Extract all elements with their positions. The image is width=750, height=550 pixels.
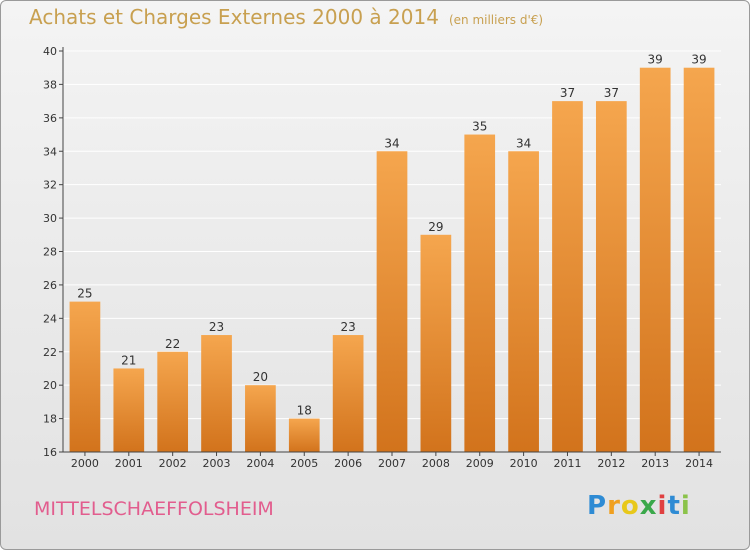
- bar: [683, 67, 715, 452]
- y-tick-label: 38: [43, 78, 57, 91]
- x-tick-label: 2014: [685, 457, 713, 470]
- x-tick-label: 2010: [510, 457, 538, 470]
- proxiti-logo: Proxiti: [587, 491, 691, 521]
- data-label: 37: [604, 86, 619, 100]
- data-label: 34: [516, 136, 531, 150]
- bar: [245, 385, 276, 452]
- x-tick-label: 2001: [115, 457, 143, 470]
- bar: [508, 151, 539, 452]
- x-tick-label: 2003: [203, 457, 231, 470]
- chart-unit: (en milliers d'€): [448, 13, 544, 27]
- data-label: 23: [340, 320, 355, 334]
- y-tick-label: 26: [43, 279, 57, 292]
- x-tick-label: 2011: [553, 457, 581, 470]
- bar: [113, 368, 145, 452]
- bar: [332, 335, 364, 452]
- data-label: 18: [297, 404, 312, 418]
- y-tick-label: 28: [43, 246, 57, 259]
- x-tick-label: 2013: [641, 457, 669, 470]
- y-tick-label: 18: [43, 413, 57, 426]
- bar: [288, 418, 320, 452]
- commune-name: MITTELSCHAEFFOLSHEIM: [34, 498, 274, 520]
- y-tick-label: 30: [43, 212, 57, 225]
- x-tick-label: 2005: [290, 457, 318, 470]
- bar: [157, 351, 189, 452]
- data-label: 37: [560, 86, 575, 100]
- bar: [376, 151, 408, 452]
- y-tick-label: 20: [43, 379, 57, 392]
- x-tick-label: 2000: [71, 457, 99, 470]
- y-tick-label: 24: [43, 312, 57, 325]
- data-label: 25: [77, 287, 92, 301]
- y-tick-label: 16: [43, 446, 57, 459]
- data-label: 21: [121, 353, 136, 367]
- data-label: 20: [253, 370, 268, 384]
- data-label: 29: [428, 220, 443, 234]
- x-tick-label: 2012: [597, 457, 625, 470]
- x-tick-label: 2004: [246, 457, 274, 470]
- data-label: 22: [165, 337, 180, 351]
- y-tick-label: 22: [43, 346, 57, 359]
- bar: [201, 335, 232, 452]
- bar: [420, 234, 452, 452]
- y-tick-label: 40: [43, 45, 57, 58]
- chart-title: Achats et Charges Externes 2000 à 2014 (e…: [29, 5, 544, 29]
- y-tick-label: 36: [43, 112, 57, 125]
- bar: [69, 301, 101, 452]
- data-label: 23: [209, 320, 224, 334]
- bar: [552, 101, 583, 452]
- x-tick-label: 2002: [159, 457, 187, 470]
- bar: [639, 67, 671, 452]
- data-label: 35: [472, 120, 487, 134]
- bar: [464, 134, 496, 452]
- data-label: 34: [384, 136, 399, 150]
- data-label: 39: [691, 53, 706, 67]
- x-tick-label: 2008: [422, 457, 450, 470]
- x-tick-label: 2007: [378, 457, 406, 470]
- data-label: 39: [648, 53, 663, 67]
- x-tick-label: 2006: [334, 457, 362, 470]
- bar: [595, 101, 627, 452]
- y-tick-label: 32: [43, 179, 57, 192]
- y-tick-label: 34: [43, 145, 57, 158]
- x-tick-label: 2009: [466, 457, 494, 470]
